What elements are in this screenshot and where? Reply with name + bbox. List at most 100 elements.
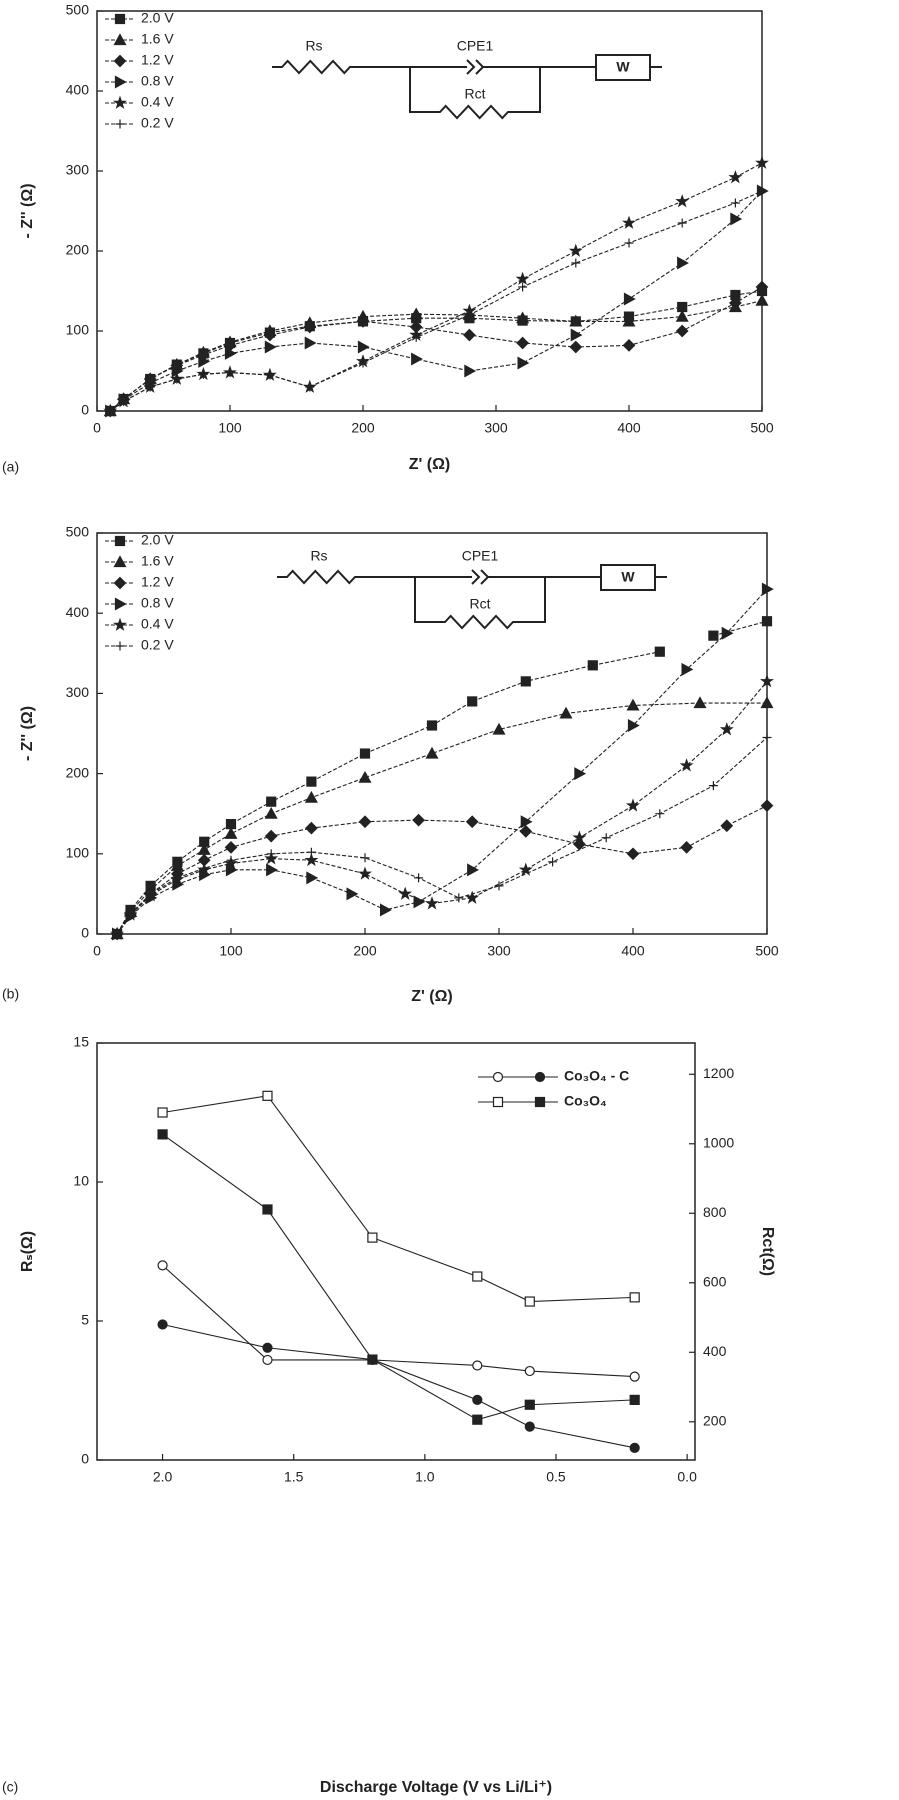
marker <box>113 617 127 631</box>
marker <box>693 696 707 709</box>
marker <box>534 1071 546 1083</box>
circuit-label: CPE1 <box>457 38 494 54</box>
marker <box>755 280 769 294</box>
marker <box>494 881 504 891</box>
marker <box>626 698 640 711</box>
series-line <box>116 805 768 935</box>
y2-axis-title: Rct(Ω) <box>759 1227 776 1276</box>
marker <box>719 722 734 736</box>
legend-label: 0.8 V <box>141 595 174 611</box>
marker <box>360 853 370 863</box>
marker <box>472 1360 483 1371</box>
marker <box>356 315 370 328</box>
series-line <box>109 300 763 412</box>
panel-label: (b) <box>2 986 19 1002</box>
legend-label: 0.8 V <box>141 73 174 89</box>
marker <box>467 696 478 707</box>
marker <box>472 1394 483 1405</box>
marker <box>534 1096 546 1108</box>
circuit-label: Rs <box>310 548 327 564</box>
marker <box>113 555 127 568</box>
marker <box>411 352 423 366</box>
marker <box>472 1414 483 1425</box>
y-axis-title: Rₛ(Ω) <box>19 1231 36 1272</box>
marker <box>225 368 235 378</box>
marker <box>114 535 126 547</box>
marker <box>115 119 125 129</box>
marker <box>262 1354 273 1366</box>
marker <box>679 758 694 772</box>
marker <box>755 155 769 169</box>
y-axis-title: - Z'' (Ω) <box>19 183 36 238</box>
marker <box>411 332 421 342</box>
marker <box>425 896 439 910</box>
y-tick-label: 500 <box>66 524 90 540</box>
legend-label: 0.4 V <box>141 94 174 110</box>
marker <box>264 340 277 354</box>
marker <box>409 307 423 320</box>
marker <box>198 369 208 379</box>
marker <box>115 641 125 651</box>
y-tick-label: 10 <box>73 1173 89 1189</box>
marker <box>367 1354 378 1365</box>
marker <box>622 215 636 229</box>
marker <box>720 819 734 833</box>
marker <box>172 374 182 384</box>
y-tick-label: 100 <box>66 845 90 861</box>
warburg-box <box>600 564 656 591</box>
marker <box>266 863 278 877</box>
marker <box>113 33 127 46</box>
marker <box>172 873 182 883</box>
marker <box>114 13 126 25</box>
panel-label: (c) <box>2 1779 18 1795</box>
y2-tick-label: 200 <box>703 1412 727 1428</box>
marker <box>708 630 719 641</box>
marker <box>524 1399 535 1410</box>
circuit-label: Rs <box>305 38 322 54</box>
x-tick-label: 100 <box>218 420 242 436</box>
plot-frame <box>96 532 768 935</box>
x-tick-label: 0.0 <box>677 1469 697 1485</box>
warburg-box <box>595 54 651 81</box>
marker <box>305 382 315 392</box>
series-line <box>116 681 768 935</box>
marker <box>306 847 316 857</box>
marker <box>266 796 277 807</box>
y-tick-label: 300 <box>66 162 90 178</box>
y2-tick-label: 600 <box>703 1273 727 1289</box>
marker <box>757 186 767 196</box>
y2-tick-label: 1200 <box>703 1065 734 1081</box>
marker <box>198 354 211 368</box>
cpe-symbol <box>471 569 490 585</box>
marker <box>157 1319 168 1330</box>
marker <box>346 887 359 901</box>
y-tick-label: 5 <box>81 1312 89 1328</box>
marker <box>463 328 476 342</box>
marker <box>721 626 734 640</box>
circuit-label: W <box>621 569 635 585</box>
marker <box>675 324 689 338</box>
marker <box>414 873 424 883</box>
marker <box>524 1296 535 1307</box>
series-line <box>109 162 763 412</box>
marker <box>306 776 317 787</box>
y-tick-label: 0 <box>81 402 89 418</box>
marker <box>464 310 474 320</box>
marker <box>265 370 275 380</box>
marker <box>519 824 533 838</box>
marker <box>572 830 587 844</box>
marker <box>675 194 690 208</box>
marker <box>264 806 278 819</box>
marker <box>517 356 530 370</box>
marker <box>728 170 743 184</box>
marker <box>114 597 127 611</box>
y-tick-label: 0 <box>81 1451 89 1467</box>
marker <box>761 582 774 596</box>
marker <box>629 1371 640 1382</box>
y-tick-label: 0 <box>81 925 89 941</box>
marker <box>398 886 413 900</box>
y-tick-label: 400 <box>66 604 90 620</box>
x-axis-title: Z' (Ω) <box>409 456 451 473</box>
marker <box>548 857 558 867</box>
legend-label: 0.4 V <box>141 616 174 632</box>
